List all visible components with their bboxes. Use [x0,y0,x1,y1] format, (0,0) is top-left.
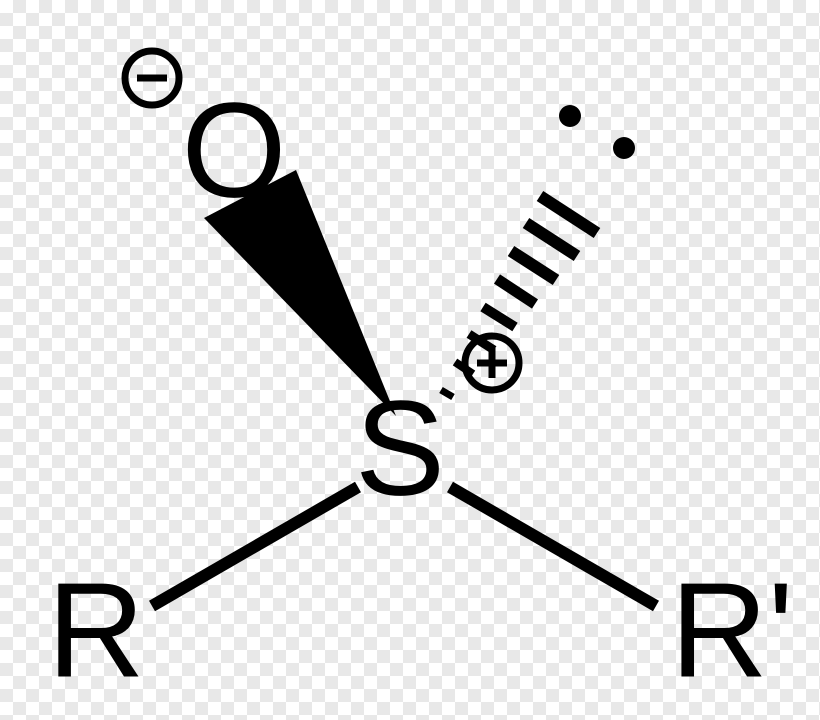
center-atom-label: S [355,373,445,524]
oxygen-charge-minus [125,51,179,105]
lone-pair-dot [613,137,635,159]
bond-r-prime [450,487,656,606]
oxygen-label: O [181,75,286,226]
lone-pair-dot [559,105,581,127]
r-prime-group-label: R' [670,555,793,706]
bond-r [152,487,358,606]
r-group-label: R [47,555,145,706]
structure-canvas: S O R R' [0,0,820,720]
